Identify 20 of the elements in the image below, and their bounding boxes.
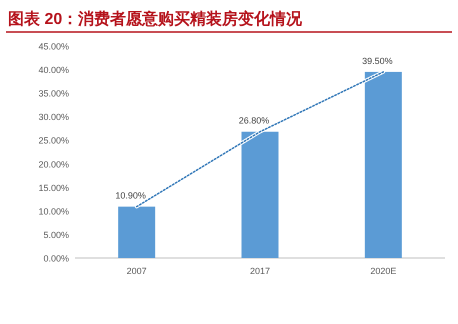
bar (118, 206, 156, 258)
y-tick-label: 15.00% (38, 182, 69, 193)
y-tick-label: 20.00% (38, 159, 69, 170)
y-tick-label: 25.00% (38, 136, 69, 146)
chart-title: 图表 20：消费者愿意购买精装房变化情况 (8, 9, 304, 28)
bar (364, 72, 402, 258)
y-tick-label: 10.00% (38, 206, 69, 216)
y-tick-label: 0.00% (43, 254, 69, 264)
y-tick-label: 30.00% (38, 112, 69, 122)
data-label: 10.90% (115, 190, 146, 201)
data-label: 39.50% (362, 56, 393, 66)
y-tick-label: 5.00% (43, 230, 69, 240)
x-tick-label: 2020E (370, 266, 396, 276)
x-tick-label: 2007 (126, 266, 147, 276)
y-tick-label: 40.00% (38, 65, 69, 76)
y-tick-label: 45.00% (38, 42, 69, 52)
bar (242, 132, 278, 258)
data-label: 26.80% (238, 116, 270, 126)
x-tick-label: 2017 (250, 266, 270, 276)
y-tick-label: 35.00% (38, 88, 69, 99)
